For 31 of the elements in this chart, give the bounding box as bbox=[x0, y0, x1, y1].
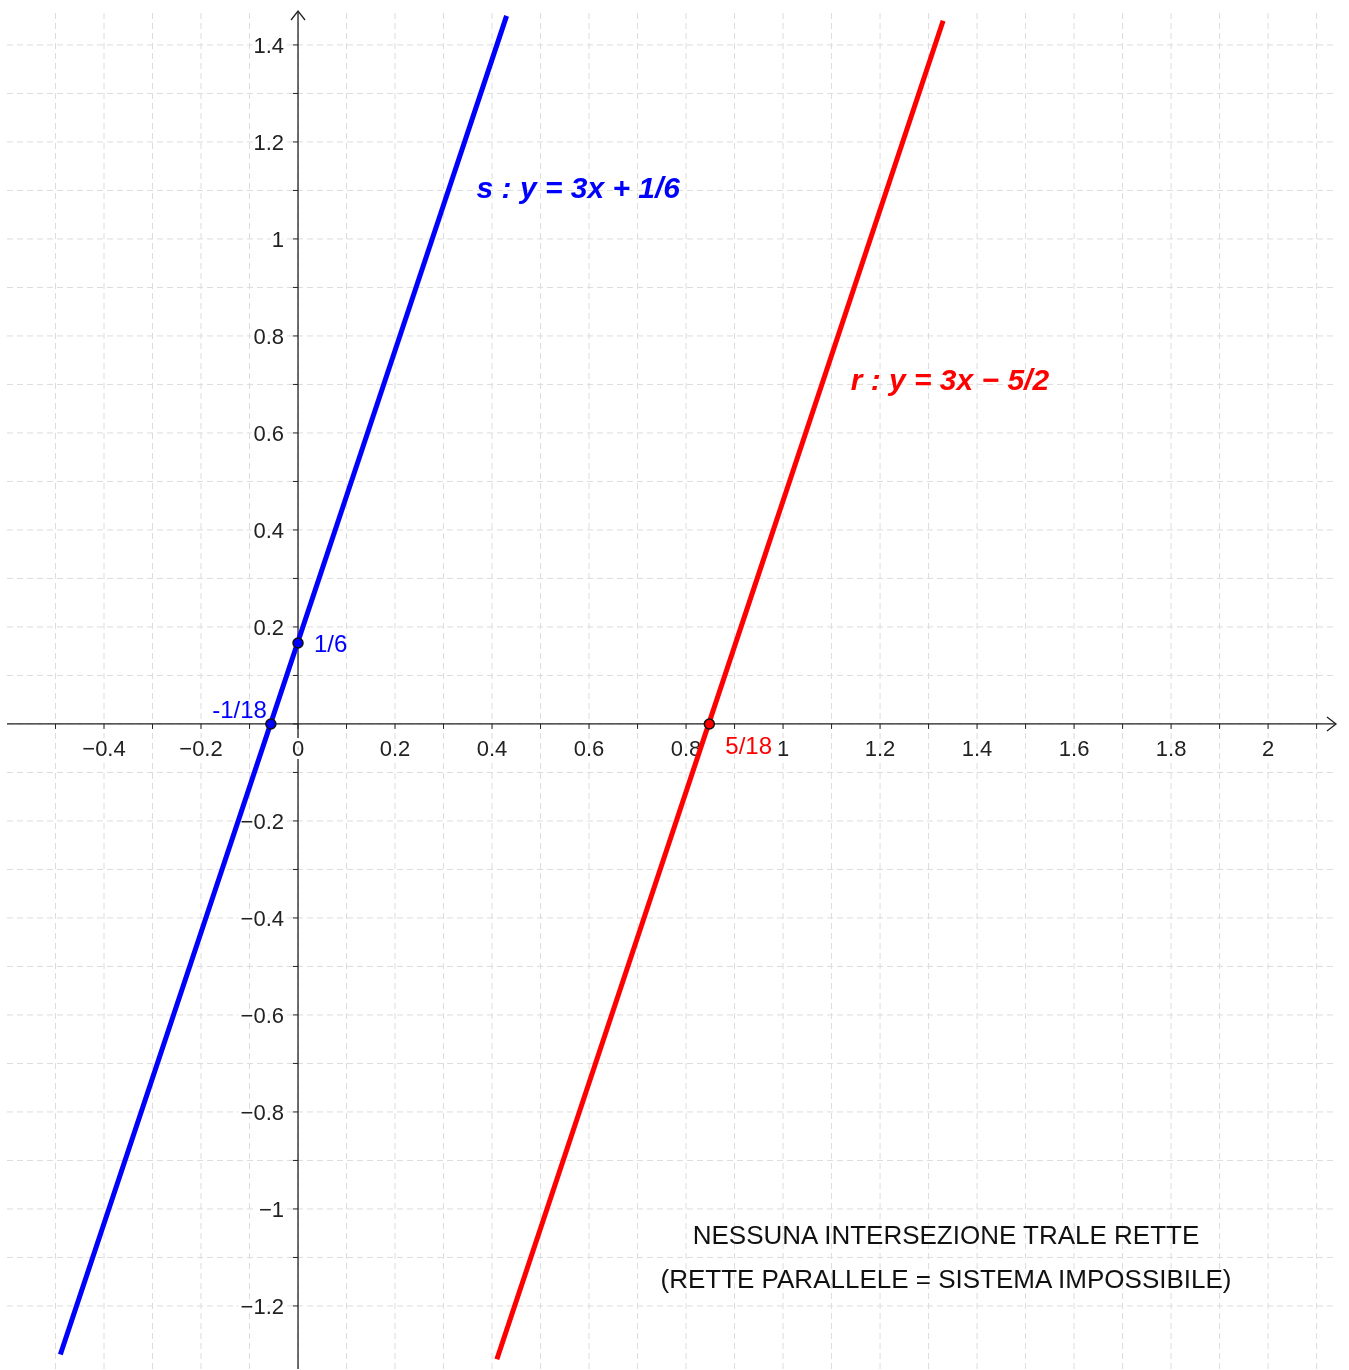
data-label: 1/6 bbox=[314, 629, 348, 657]
x-tick-label: 0.4 bbox=[476, 735, 508, 761]
annotation: (RETTE PARALLELE = SISTEMA IMPOSSIBILE) bbox=[660, 1264, 1232, 1294]
y-tick-label: −0.8 bbox=[240, 1099, 285, 1125]
annotation: NESSUNA INTERSEZIONE TRALE RETTE bbox=[692, 1220, 1200, 1250]
y-tick-label: −1 bbox=[258, 1196, 285, 1222]
y-tick-label: 1.4 bbox=[253, 32, 285, 58]
x-tick-label: 2 bbox=[1261, 735, 1275, 761]
x-tick-label: 0.6 bbox=[573, 735, 605, 761]
y-tick-label: 0.6 bbox=[253, 420, 285, 446]
y-tick-label: −1.2 bbox=[240, 1293, 285, 1319]
y-tick-label: 1 bbox=[271, 226, 285, 252]
x-tick-label: −0.4 bbox=[82, 735, 126, 761]
series-label: s : y = 3x + 1/6 bbox=[476, 170, 681, 204]
x-tick-label: 1.2 bbox=[864, 735, 896, 761]
x-tick-label: 1.6 bbox=[1058, 735, 1090, 761]
y-tick-label: −0.6 bbox=[240, 1002, 285, 1028]
data-label: 5/18 bbox=[725, 731, 773, 759]
y-tick-label: 0.2 bbox=[253, 614, 285, 640]
y-tick-label: 0.8 bbox=[253, 323, 285, 349]
x-tick-label: 1.4 bbox=[961, 735, 993, 761]
x-tick-label: 1 bbox=[776, 735, 790, 761]
y-tick-label: −0.2 bbox=[240, 808, 285, 834]
y-tick-label: 1.2 bbox=[253, 129, 285, 155]
y-tick-label: 0.4 bbox=[253, 517, 285, 543]
x-tick-label: 1.8 bbox=[1155, 735, 1187, 761]
x-tick-label: −0.2 bbox=[179, 735, 223, 761]
series-label: r : y = 3x − 5/2 bbox=[850, 363, 1050, 397]
data-label: -1/18 bbox=[212, 695, 267, 723]
x-tick-label: 0.2 bbox=[379, 735, 411, 761]
y-tick-label: −0.4 bbox=[240, 905, 285, 931]
